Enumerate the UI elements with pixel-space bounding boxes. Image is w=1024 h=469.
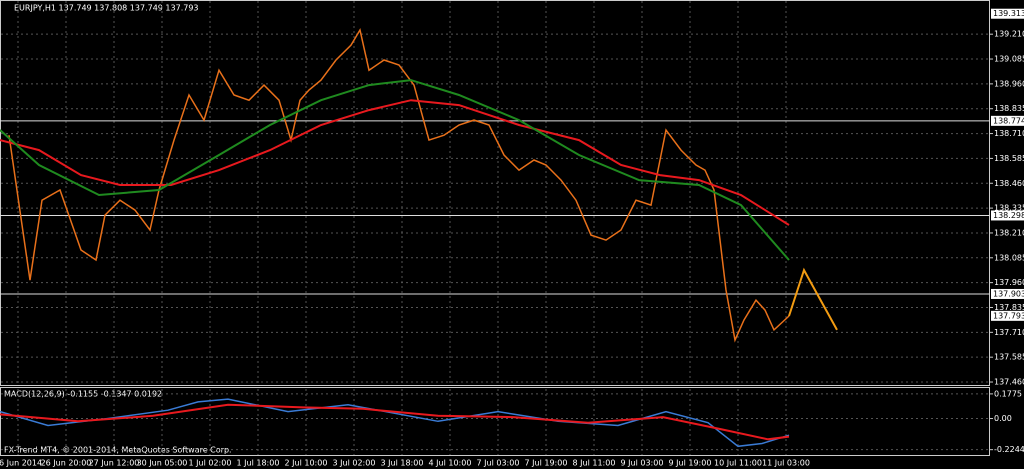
series-line — [0, 79, 790, 261]
y-tick-label: 137.460 — [994, 378, 1024, 387]
y-tick-label: 138.335 — [994, 204, 1024, 213]
y-tick-label: -0.2244 — [994, 445, 1024, 454]
x-tick-label: 9 Jul 19:00 — [669, 459, 712, 468]
y-tick-label: 138.710 — [994, 129, 1024, 138]
x-tick-label: 2 Jul 10:00 — [285, 459, 328, 468]
y-tick-label: 137.835 — [994, 303, 1024, 312]
x-tick-label: 4 Jul 10:00 — [429, 459, 472, 468]
price-label: 139.313 — [993, 9, 1024, 18]
x-tick-label: 10 Jul 11:00 — [714, 459, 762, 468]
y-tick-label: 138.960 — [994, 79, 1024, 88]
x-tick-label: 7 Jul 03:00 — [477, 459, 520, 468]
series-line — [788, 267, 838, 331]
y-tick-label: 138.085 — [994, 253, 1024, 262]
x-tick-label: 9 Jul 03:00 — [621, 459, 664, 468]
x-tick-label: 3 Jul 18:00 — [381, 459, 424, 468]
symbol-title: EURJPY,H1 137.749 137.808 137.749 137.79… — [14, 4, 199, 13]
y-tick-label: 138.460 — [994, 179, 1024, 188]
x-tick-label: 26 Jun 20:00 — [41, 459, 92, 468]
y-tick-label: 0.1775 — [994, 389, 1022, 398]
price-box — [991, 310, 1024, 321]
macd-title: MACD(12,26,9) -0.1155 -0.1347 0.0192 — [4, 390, 162, 399]
level-label: 138.774 — [993, 116, 1024, 125]
series-line — [0, 403, 790, 441]
x-tick-label: 11 Jul 03:00 — [762, 459, 810, 468]
x-tick-label: 27 Jun 12:00 — [89, 459, 140, 468]
x-tick-label: 1 Jul 18:00 — [237, 459, 280, 468]
y-tick-label: 139.085 — [994, 55, 1024, 64]
price-label: 137.793 — [993, 311, 1024, 320]
y-tick-label: 137.710 — [994, 328, 1024, 337]
x-tick-label: 8 Jul 11:00 — [573, 459, 616, 468]
level-label: 137.903 — [993, 289, 1024, 298]
level-box — [991, 115, 1024, 126]
price-box — [991, 8, 1024, 19]
x-tick-label: 7 Jul 19:00 — [525, 459, 568, 468]
y-tick-label: 139.210 — [994, 30, 1024, 39]
y-tick-label: 138.835 — [994, 104, 1024, 113]
main-panel — [0, 0, 990, 386]
y-tick-label: 137.585 — [994, 353, 1024, 362]
x-tick-label: 3 Jul 02:00 — [333, 459, 376, 468]
level-box — [991, 210, 1024, 221]
y-tick-label: 138.585 — [994, 154, 1024, 163]
y-tick-label: 138.210 — [994, 228, 1024, 237]
y-tick-label: 137.960 — [994, 278, 1024, 287]
series-line — [0, 99, 790, 226]
x-tick-label: 26 Jun 2014 — [0, 459, 42, 468]
level-label: 138.298 — [993, 211, 1024, 220]
level-box — [991, 288, 1024, 299]
series-line — [8, 27, 790, 343]
macd-panel — [0, 387, 990, 456]
x-tick-label: 1 Jul 02:00 — [189, 459, 232, 468]
x-tick-label: 30 Jun 05:00 — [137, 459, 188, 468]
y-tick-label: 0.00 — [994, 414, 1012, 423]
